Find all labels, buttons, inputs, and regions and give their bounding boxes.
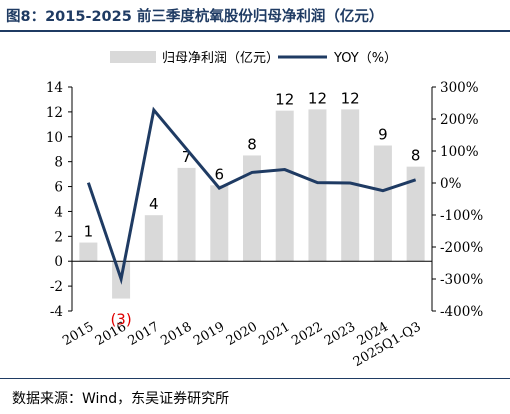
- bar: [177, 167, 196, 262]
- y-right-tick-label: -400%: [440, 304, 483, 320]
- bar: [210, 185, 229, 262]
- chart-title: 图8：2015-2025 前三季度杭氧股份归母净利润（亿元）: [6, 9, 384, 25]
- bar-value-label: 7: [182, 148, 192, 166]
- y-right-tick-label: 100%: [440, 144, 479, 160]
- profit-chart: 归母净利润（亿元） YOY（%）-4-202468101214-400%-300%…: [46, 51, 483, 370]
- bar: [341, 109, 360, 262]
- y-left-tick-label: 14: [46, 80, 63, 96]
- bar: [243, 155, 261, 262]
- x-tick-label: 2018: [158, 319, 194, 349]
- y-left-tick-label: 4: [54, 204, 63, 220]
- y-left-tick-label: 12: [46, 105, 63, 121]
- bar-value-label: 12: [308, 89, 327, 107]
- y-left-tick-label: 0: [54, 254, 63, 270]
- y-left-tick-label: 2: [54, 229, 63, 245]
- legend-label-line: YOY（%）: [333, 51, 397, 66]
- y-right-tick-label: 200%: [440, 112, 479, 128]
- bar: [373, 145, 392, 262]
- source-bar: 数据来源：Wind，东吴证券研究所: [0, 378, 510, 414]
- x-tick-label: 2020: [224, 319, 260, 349]
- y-right-tick-label: 0%: [440, 176, 462, 192]
- bar: [406, 166, 425, 262]
- y-right-tick-label: -200%: [440, 240, 483, 256]
- bar-value-label: 8: [411, 147, 421, 165]
- bar: [308, 109, 327, 262]
- y-left-tick-label: -2: [50, 279, 63, 295]
- bar-value-label: 12: [275, 91, 294, 109]
- legend-swatch-bar: [110, 51, 156, 63]
- x-tick-label: 2021: [257, 319, 293, 349]
- y-left-tick-label: 8: [54, 155, 63, 171]
- bar: [275, 110, 294, 262]
- x-tick-label: 2022: [289, 319, 325, 349]
- bar-value-label: 8: [247, 135, 257, 153]
- bar: [144, 215, 163, 262]
- bar-value-label: 6: [214, 165, 224, 183]
- bar-value-label: (3): [110, 311, 131, 329]
- y-right-tick-label: 300%: [440, 80, 479, 96]
- source-note: 数据来源：Wind，东吴证券研究所: [12, 391, 230, 407]
- bar-value-label: 4: [149, 195, 159, 213]
- title-bar: 图8：2015-2025 前三季度杭氧股份归母净利润（亿元）: [0, 0, 510, 32]
- x-tick-label: 2023: [322, 319, 358, 349]
- x-tick-label: 2015: [60, 319, 96, 349]
- bar-value-label: 12: [341, 89, 360, 107]
- y-left-tick-label: 10: [46, 130, 63, 146]
- bar-value-label: 1: [84, 223, 94, 241]
- yoy-line: [86, 106, 417, 285]
- bar-value-label: 9: [378, 125, 388, 143]
- y-left-tick-label: -4: [50, 304, 63, 320]
- bar: [79, 242, 98, 262]
- x-tick-label: 2019: [191, 319, 227, 349]
- legend-label-bar: 归母净利润（亿元）: [162, 51, 279, 66]
- y-right-tick-label: -100%: [440, 208, 483, 224]
- y-right-tick-label: -300%: [440, 272, 483, 288]
- y-left-tick-label: 6: [54, 180, 63, 196]
